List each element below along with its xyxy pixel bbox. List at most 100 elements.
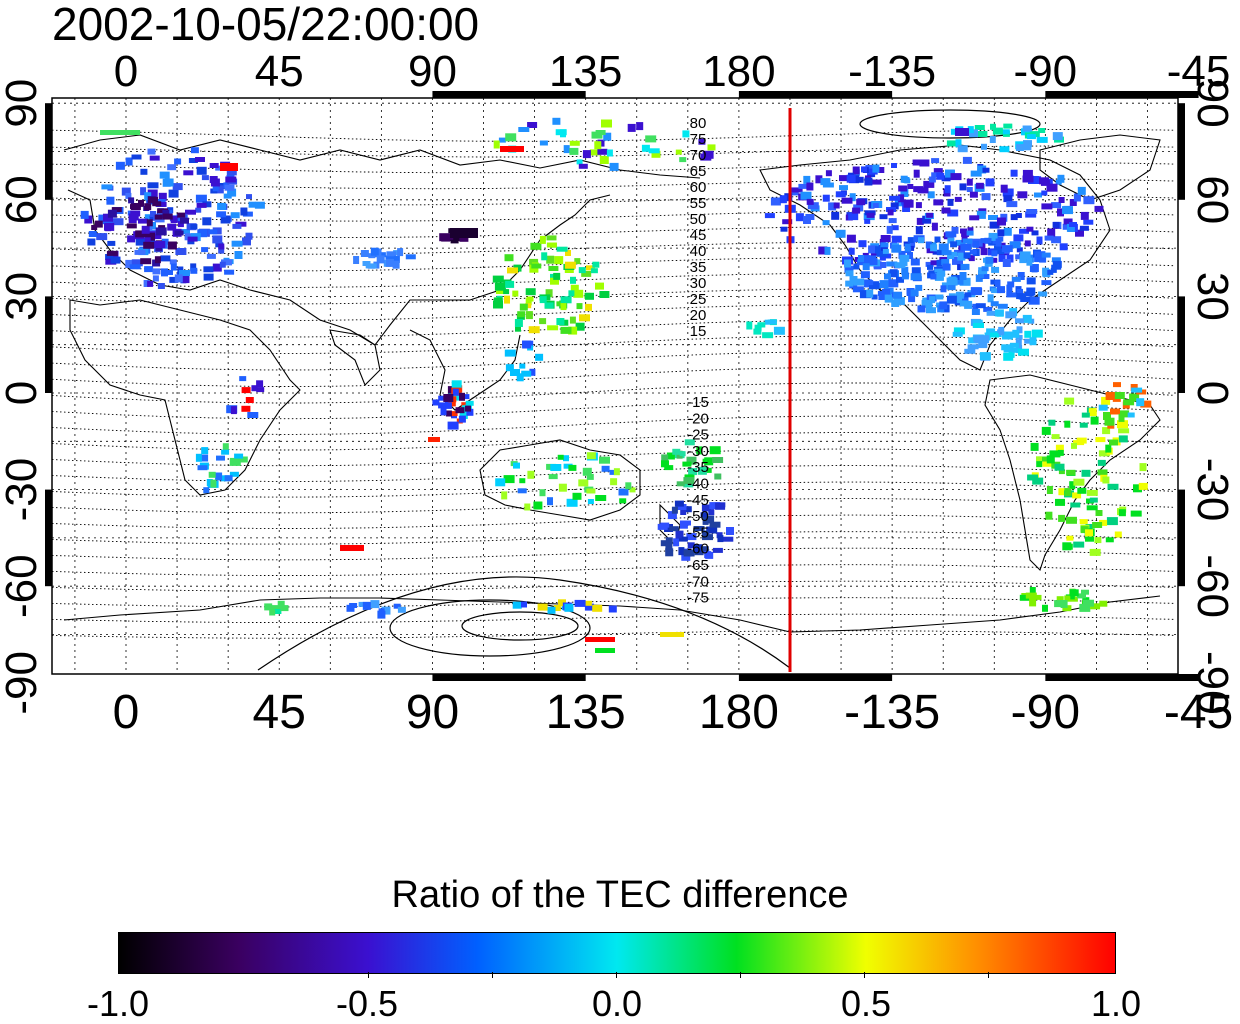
tec-cell bbox=[700, 546, 709, 554]
tec-cell bbox=[107, 209, 117, 218]
tec-cell bbox=[1031, 594, 1042, 600]
tec-cell bbox=[1024, 338, 1031, 344]
tec-cell bbox=[547, 325, 559, 331]
tec-cell bbox=[902, 177, 910, 183]
tec-cell bbox=[613, 468, 620, 476]
tec-cell bbox=[1079, 519, 1088, 525]
tec-cell bbox=[1058, 469, 1065, 475]
tec-cell bbox=[1047, 269, 1054, 275]
tec-cell bbox=[970, 170, 982, 177]
tec-cell bbox=[494, 282, 506, 291]
contour-line bbox=[51, 194, 1175, 206]
map-frame bbox=[51, 97, 1179, 675]
tec-cell bbox=[969, 215, 980, 221]
tec-cell bbox=[450, 228, 478, 238]
tec-cell bbox=[609, 162, 619, 171]
tec-cell bbox=[1102, 476, 1110, 484]
tec-cell bbox=[121, 187, 131, 196]
tec-cell bbox=[963, 252, 971, 259]
tec-cell bbox=[569, 140, 580, 146]
tec-cell bbox=[91, 225, 98, 230]
colorbar-tick bbox=[864, 972, 865, 978]
tec-cell bbox=[242, 211, 253, 217]
tec-cell bbox=[146, 219, 153, 227]
tec-cell bbox=[550, 273, 556, 281]
tec-cell bbox=[891, 225, 899, 231]
tec-cell bbox=[1102, 427, 1111, 435]
tec-cell bbox=[595, 495, 607, 501]
tec-cell bbox=[1070, 502, 1081, 508]
tec-cell bbox=[1003, 227, 1012, 236]
contour-label: 70 bbox=[690, 147, 707, 164]
tec-cell bbox=[1095, 437, 1106, 443]
tec-cell bbox=[519, 303, 528, 311]
tec-cell bbox=[950, 241, 958, 248]
tec-cell bbox=[216, 455, 225, 461]
tec-cell bbox=[147, 189, 158, 198]
contour-arc bbox=[257, 576, 791, 671]
tec-cell bbox=[582, 150, 591, 159]
tec-cell bbox=[880, 262, 887, 268]
tec-cell bbox=[546, 255, 555, 264]
tec-cell bbox=[1036, 236, 1043, 245]
tec-cell bbox=[1031, 230, 1039, 236]
tec-cell bbox=[501, 491, 508, 500]
tec-cell bbox=[346, 604, 355, 612]
tec-cell bbox=[890, 202, 899, 210]
tec-cell bbox=[570, 284, 579, 293]
tec-cell bbox=[1083, 196, 1095, 205]
tec-cell bbox=[584, 603, 594, 611]
tec-cell bbox=[459, 412, 468, 419]
tec-cell bbox=[1041, 426, 1051, 435]
contour-line bbox=[51, 382, 1175, 404]
tec-cell bbox=[439, 233, 451, 242]
tec-cell bbox=[956, 296, 963, 304]
tec-cell bbox=[185, 209, 196, 215]
tec-cell bbox=[539, 296, 547, 304]
tec-cell bbox=[180, 217, 189, 224]
tec-cell bbox=[370, 600, 380, 609]
tec-cell bbox=[221, 449, 230, 455]
contour-line bbox=[51, 514, 1175, 529]
tec-cell bbox=[1090, 603, 1101, 610]
tec-cell bbox=[218, 245, 225, 254]
tec-cell bbox=[529, 368, 536, 376]
tec-cell bbox=[154, 234, 162, 240]
tec-cell bbox=[1081, 412, 1090, 418]
tec-cell bbox=[1022, 169, 1033, 178]
tec-cell bbox=[226, 169, 237, 176]
colorbar-tick bbox=[492, 972, 493, 978]
coastline bbox=[479, 439, 641, 521]
tec-cell bbox=[975, 303, 986, 309]
tec-cell bbox=[459, 392, 465, 401]
tec-cell bbox=[886, 225, 893, 234]
tec-cell bbox=[169, 276, 179, 283]
tec-cell bbox=[528, 326, 540, 334]
tec-cell bbox=[1017, 272, 1025, 280]
tec-cell bbox=[525, 298, 532, 306]
tec-cell bbox=[167, 241, 177, 250]
timestamp: 2002-10-05/22:00:00 bbox=[52, 0, 480, 50]
tec-cell bbox=[147, 182, 159, 189]
tec-cell bbox=[833, 202, 840, 209]
tec-cell bbox=[1051, 202, 1062, 209]
coastline bbox=[329, 329, 381, 386]
tec-cell bbox=[208, 229, 218, 235]
tec-cell bbox=[544, 302, 554, 309]
tec-cell bbox=[585, 292, 594, 300]
tec-cell bbox=[1034, 257, 1046, 263]
tec-cell bbox=[582, 467, 592, 476]
tec-cell bbox=[529, 264, 539, 273]
tec-cell bbox=[545, 289, 553, 298]
tec-cell bbox=[934, 268, 946, 277]
tec-cell bbox=[230, 212, 240, 219]
tec-cell bbox=[527, 470, 535, 479]
tec-cell bbox=[1034, 251, 1046, 258]
tec-cell bbox=[539, 318, 547, 325]
tec-cell bbox=[560, 303, 567, 311]
contour-label: 15 bbox=[690, 323, 707, 340]
tec-cell bbox=[138, 199, 144, 207]
tec-cell bbox=[853, 263, 860, 270]
tec-cell bbox=[1081, 589, 1089, 595]
tec-cell bbox=[945, 169, 955, 178]
